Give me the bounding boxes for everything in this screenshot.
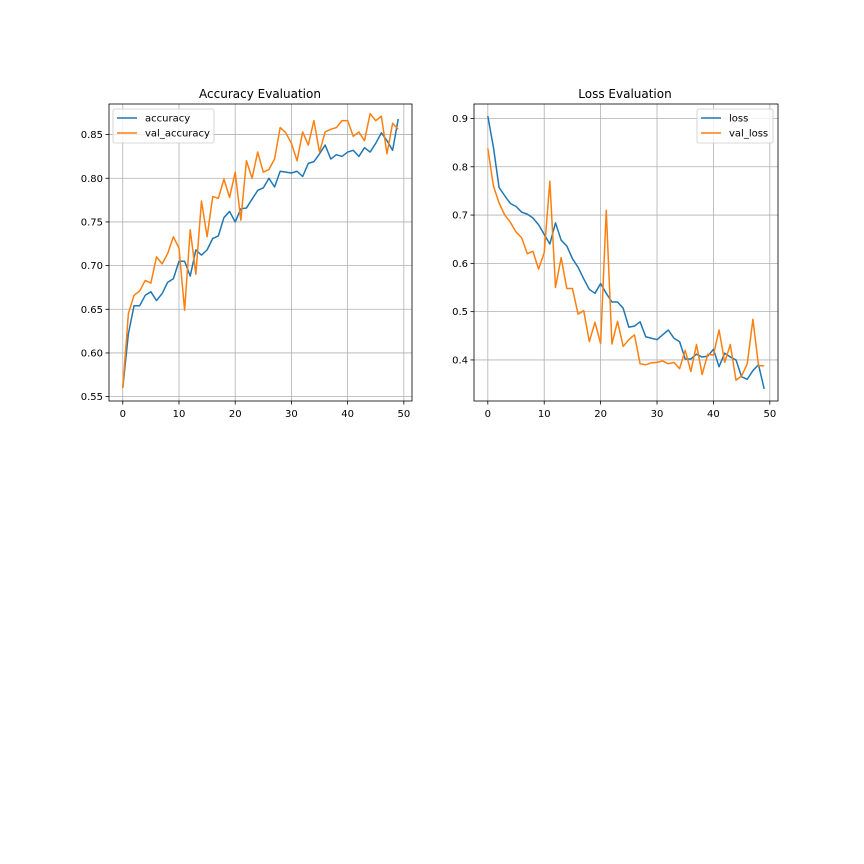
y-tick-label: 0.9 [452,114,468,125]
x-tick-label: 30 [651,409,664,420]
accuracy-legend-frame [112,108,215,144]
accuracy-x-axis: 0 10 20 30 40 50 [120,401,410,420]
loss-axes-frame [473,103,779,402]
series-line-val-loss [487,148,765,381]
loss-legend: loss val_loss [696,108,774,144]
y-tick-label: 0.75 [81,217,103,228]
series-line-val-accuracy [122,112,399,388]
x-tick-label: 20 [229,409,242,420]
y-tick-label: 0.6 [452,259,468,270]
val-accuracy-legend-label: val_accuracy [145,129,210,140]
y-tick-label: 0.8 [452,162,468,173]
series-line-accuracy [122,118,399,388]
accuracy-chart-title: Accuracy Evaluation [199,87,321,101]
accuracy-legend: accuracy val_accuracy [112,108,215,144]
accuracy-series-lines [122,112,399,388]
loss-legend-label: loss [729,114,748,125]
y-tick-label: 0.65 [81,305,103,316]
x-tick-label: 10 [173,409,186,420]
y-tick-label: 0.80 [81,174,103,185]
val-loss-legend-label: val_loss [729,129,768,140]
loss-y-axis: 0.4 0.5 0.6 0.7 0.8 0.9 [452,114,474,366]
loss-x-axis: 0 10 20 30 40 50 [485,401,776,420]
accuracy-y-axis: 0.55 0.60 0.65 0.70 0.75 0.80 0.85 [81,130,109,403]
y-tick-label: 0.85 [81,130,103,141]
accuracy-legend-label: accuracy [145,114,190,125]
loss-chart: Loss Evaluation 0 10 20 30 40 50 0.4 0.5 0.6 0.7… [452,87,779,420]
loss-series-lines [487,115,765,390]
x-tick-label: 0 [120,409,126,420]
accuracy-chart: Accuracy Evaluation 0 10 20 30 40 50 0.55 0.60… [81,87,413,420]
y-tick-label: 0.55 [81,392,103,403]
x-tick-label: 20 [594,409,607,420]
loss-chart-title: Loss Evaluation [578,87,671,101]
loss-plot-area [474,104,778,401]
accuracy-axes-frame [108,103,413,402]
y-tick-label: 0.4 [452,355,468,366]
series-line-loss [487,115,765,390]
y-tick-label: 0.5 [452,307,468,318]
x-tick-label: 50 [763,409,776,420]
x-tick-label: 30 [285,409,298,420]
x-tick-label: 0 [485,409,491,420]
y-tick-label: 0.60 [81,348,103,359]
x-tick-label: 50 [397,409,410,420]
x-tick-label: 40 [707,409,720,420]
x-tick-label: 10 [538,409,551,420]
y-tick-label: 0.70 [81,261,103,272]
y-tick-label: 0.7 [452,211,468,222]
x-tick-label: 40 [341,409,354,420]
